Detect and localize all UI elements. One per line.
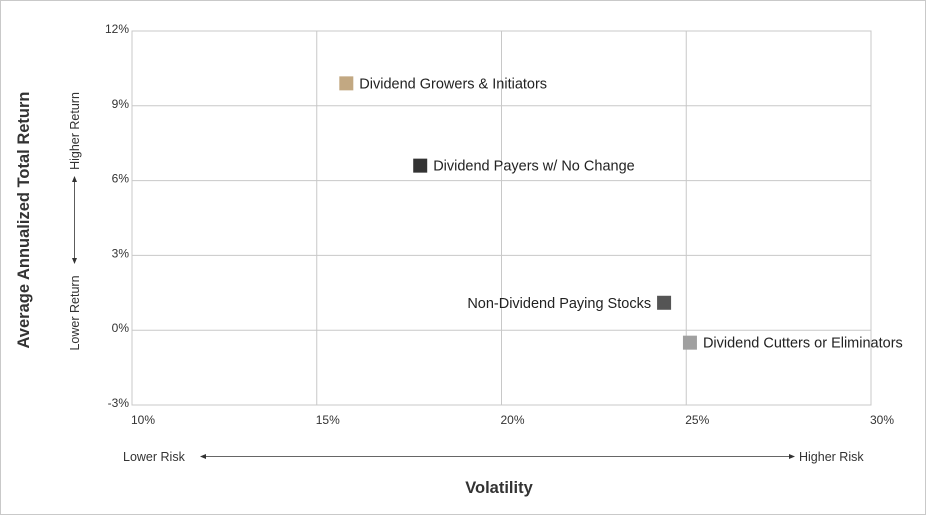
- x-tick-label: 20%: [500, 413, 524, 427]
- data-point-label: Dividend Growers & Initiators: [359, 76, 547, 92]
- x-tick-label: 10%: [131, 413, 155, 427]
- y-tick-label: 6%: [112, 172, 130, 186]
- data-point-label: Dividend Payers w/ No Change: [433, 159, 634, 175]
- y-low-direction-label: Lower Return: [68, 275, 82, 350]
- x-tick-label: 25%: [685, 413, 709, 427]
- x-high-direction-label: Higher Risk: [799, 450, 864, 464]
- data-point-marker: [682, 335, 697, 350]
- y-tick-label: -3%: [108, 396, 130, 410]
- y-tick-label: 0%: [112, 321, 130, 335]
- data-point-marker: [413, 158, 428, 173]
- x-low-direction-label: Lower Risk: [123, 450, 186, 464]
- y-direction-arrowhead-up: [72, 176, 77, 182]
- y-direction-arrowhead-down: [72, 258, 77, 264]
- y-tick-label: 9%: [112, 97, 130, 111]
- data-point-label: Non-Dividend Paying Stocks: [467, 296, 651, 312]
- y-tick-label: 12%: [105, 22, 129, 36]
- x-direction-arrowhead-left: [200, 454, 206, 459]
- x-direction-arrowhead-right: [789, 454, 795, 459]
- data-point-marker: [657, 295, 672, 310]
- data-point-marker: [339, 76, 354, 91]
- x-tick-label: 15%: [316, 413, 340, 427]
- y-high-direction-label: Higher Return: [68, 92, 82, 170]
- y-axis-title: Average Annualized Total Return: [15, 91, 33, 348]
- data-point-label: Dividend Cutters or Eliminators: [703, 336, 903, 352]
- x-axis-title: Volatility: [465, 479, 533, 497]
- x-tick-label: 30%: [870, 413, 894, 427]
- y-tick-label: 3%: [112, 246, 130, 260]
